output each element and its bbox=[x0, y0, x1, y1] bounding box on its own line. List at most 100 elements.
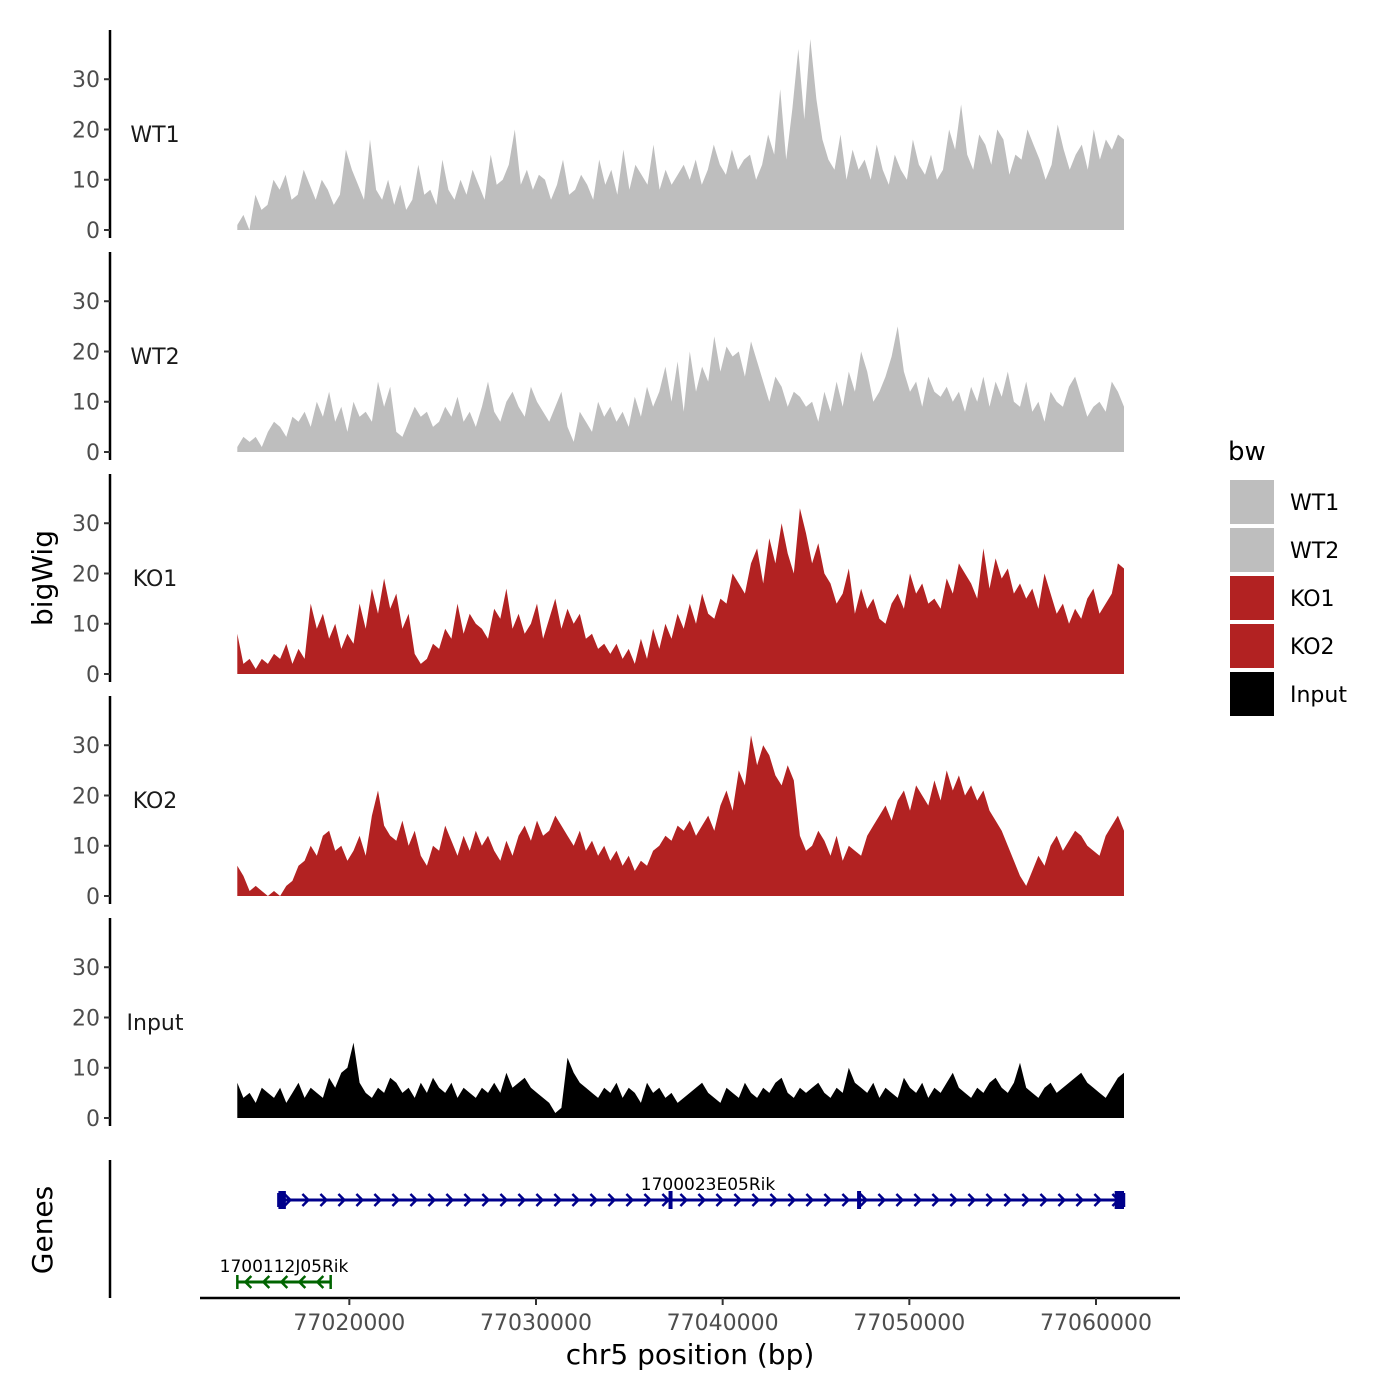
y-tick-label: 0 bbox=[86, 1107, 100, 1132]
x-tick-label: 77020000 bbox=[293, 1311, 405, 1336]
strand-arrow bbox=[805, 1193, 815, 1207]
strand-arrow bbox=[733, 1193, 743, 1207]
y-tick-label: 20 bbox=[72, 784, 100, 809]
strand-arrow bbox=[913, 1193, 923, 1207]
legend-swatch-input bbox=[1230, 672, 1274, 716]
coverage-area-ko1 bbox=[237, 508, 1125, 674]
y-tick-label: 10 bbox=[72, 169, 100, 194]
track-label: KO2 bbox=[133, 789, 178, 814]
strand-arrow bbox=[445, 1193, 455, 1207]
strand-arrow bbox=[297, 1275, 307, 1289]
y-tick-label: 30 bbox=[72, 956, 100, 981]
y-tick-label: 0 bbox=[86, 219, 100, 244]
x-tick-label: 77050000 bbox=[853, 1311, 965, 1336]
strand-arrow bbox=[391, 1193, 401, 1207]
exon-block bbox=[857, 1191, 862, 1209]
strand-arrow bbox=[283, 1193, 293, 1207]
x-tick-label: 77060000 bbox=[1040, 1311, 1152, 1336]
gene-1700023E05Rik: 1700023E05Rik bbox=[277, 1175, 1126, 1209]
strand-arrow bbox=[769, 1193, 779, 1207]
strand-arrow bbox=[373, 1193, 383, 1207]
y-tick-label: 20 bbox=[72, 562, 100, 587]
legend-label: KO2 bbox=[1290, 635, 1335, 660]
strand-arrow bbox=[355, 1193, 365, 1207]
strand-arrow bbox=[607, 1193, 617, 1207]
y-tick-label: 10 bbox=[72, 1057, 100, 1082]
strand-arrow bbox=[751, 1193, 761, 1207]
y-tick-label: 20 bbox=[72, 340, 100, 365]
track-panel-wt1: 0 10 20 30 WT1 bbox=[72, 30, 1125, 244]
y-tick-label: 20 bbox=[72, 118, 100, 143]
y-tick-label: 10 bbox=[72, 835, 100, 860]
strand-arrow bbox=[841, 1193, 851, 1207]
y-tick-label: 0 bbox=[86, 441, 100, 466]
legend-label: WT1 bbox=[1290, 491, 1339, 516]
track-label: WT2 bbox=[130, 345, 179, 370]
strand-arrow bbox=[535, 1193, 545, 1207]
strand-arrow bbox=[319, 1193, 329, 1207]
strand-arrow bbox=[625, 1193, 635, 1207]
y-tick-label: 0 bbox=[86, 885, 100, 910]
strand-arrow bbox=[481, 1193, 491, 1207]
y-tick-label: 30 bbox=[72, 512, 100, 537]
legend-swatch-ko2 bbox=[1230, 624, 1274, 668]
strand-arrow bbox=[301, 1193, 311, 1207]
coverage-area-wt1 bbox=[237, 39, 1125, 230]
y-tick-label: 30 bbox=[72, 68, 100, 93]
y-axis-label: bigWig bbox=[26, 530, 59, 626]
y-tick-label: 10 bbox=[72, 613, 100, 638]
x-tick-label: 77030000 bbox=[480, 1311, 592, 1336]
strand-arrow bbox=[877, 1193, 887, 1207]
y-tick-label: 0 bbox=[86, 663, 100, 688]
gene-label: 1700023E05Rik bbox=[641, 1175, 776, 1195]
y-tick-label: 30 bbox=[72, 290, 100, 315]
strand-arrow bbox=[895, 1193, 905, 1207]
exon-block bbox=[668, 1191, 673, 1209]
strand-arrow bbox=[261, 1275, 271, 1289]
track-label: WT1 bbox=[130, 123, 179, 148]
exon-block bbox=[1114, 1191, 1124, 1209]
strand-arrow bbox=[427, 1193, 437, 1207]
strand-arrow bbox=[589, 1193, 599, 1207]
strand-arrow bbox=[1075, 1193, 1085, 1207]
strand-arrow bbox=[553, 1193, 563, 1207]
strand-arrow bbox=[661, 1193, 671, 1207]
strand-arrow bbox=[643, 1193, 653, 1207]
gene-label: 1700112J05Rik bbox=[220, 1257, 349, 1277]
strand-arrow bbox=[859, 1193, 869, 1207]
strand-arrow bbox=[931, 1193, 941, 1207]
legend-label: WT2 bbox=[1290, 539, 1339, 564]
strand-arrow bbox=[409, 1193, 419, 1207]
strand-arrow bbox=[1039, 1193, 1049, 1207]
genes-track-label: Genes bbox=[26, 1186, 59, 1274]
x-tick-label: 77040000 bbox=[667, 1311, 779, 1336]
gene-1700112J05Rik: 1700112J05Rik bbox=[220, 1257, 349, 1289]
legend-swatch-wt2 bbox=[1230, 528, 1274, 572]
strand-arrow bbox=[1021, 1193, 1031, 1207]
strand-arrow bbox=[499, 1193, 509, 1207]
track-panel-ko1: 0 10 20 30 KO1 bbox=[72, 474, 1125, 688]
strand-arrow bbox=[823, 1193, 833, 1207]
track-panel-wt2: 0 10 20 30 WT2 bbox=[72, 252, 1125, 466]
legend-swatch-wt1 bbox=[1230, 480, 1274, 524]
strand-arrow bbox=[985, 1193, 995, 1207]
strand-arrow bbox=[949, 1193, 959, 1207]
track-label: KO1 bbox=[133, 567, 178, 592]
coverage-area-ko2 bbox=[237, 735, 1125, 896]
strand-arrow bbox=[337, 1193, 347, 1207]
strand-arrow bbox=[1003, 1193, 1013, 1207]
track-label: Input bbox=[127, 1011, 184, 1036]
strand-arrow bbox=[243, 1275, 253, 1289]
strand-arrow bbox=[679, 1193, 689, 1207]
x-axis-label: chr5 position (bp) bbox=[566, 1338, 815, 1371]
strand-arrow bbox=[1093, 1193, 1103, 1207]
legend-swatch-ko1 bbox=[1230, 576, 1274, 620]
strand-arrow bbox=[697, 1193, 707, 1207]
strand-arrow bbox=[787, 1193, 797, 1207]
y-tick-label: 10 bbox=[72, 391, 100, 416]
strand-arrow bbox=[715, 1193, 725, 1207]
legend-label: KO1 bbox=[1290, 587, 1335, 612]
y-tick-label: 20 bbox=[72, 1006, 100, 1031]
strand-arrow bbox=[279, 1275, 289, 1289]
